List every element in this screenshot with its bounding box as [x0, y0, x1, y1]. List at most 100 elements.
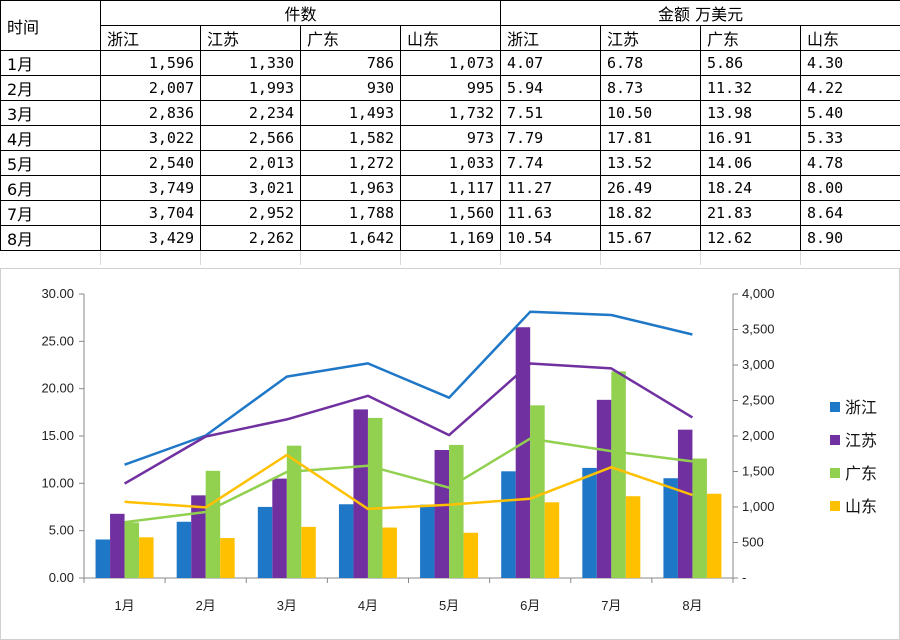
amount-cell[interactable]: 6.78 [600, 50, 702, 76]
amount-cell[interactable]: 4.07 [500, 50, 602, 76]
count-cell[interactable]: 1,033 [399, 150, 502, 176]
amount-province-header-2[interactable]: 广东 [700, 25, 802, 51]
count-cell[interactable]: 3,022 [100, 125, 201, 151]
bar [176, 521, 192, 578]
right-tick-label: 4,000 [742, 286, 775, 301]
count-cell[interactable]: 2,013 [200, 150, 301, 176]
empty-cell[interactable] [500, 250, 602, 265]
empty-cell[interactable] [400, 250, 502, 265]
count-cell[interactable]: 1,788 [300, 200, 401, 226]
amount-cell[interactable]: 8.64 [800, 200, 900, 226]
count-cell[interactable]: 2,836 [100, 100, 201, 126]
count-cell[interactable]: 2,262 [200, 225, 301, 251]
amount-province-header-3[interactable]: 山东 [800, 25, 900, 51]
amount-cell[interactable]: 17.81 [600, 125, 702, 151]
count-group-header[interactable]: 件数 [99, 0, 502, 26]
count-cell[interactable]: 1,993 [200, 75, 301, 101]
empty-cell[interactable] [800, 250, 900, 265]
amount-cell[interactable]: 13.98 [700, 100, 802, 126]
amount-province-header-0[interactable]: 浙江 [500, 25, 602, 51]
count-cell[interactable]: 2,540 [100, 150, 201, 176]
amount-cell[interactable]: 5.40 [800, 100, 900, 126]
month-cell[interactable]: 4月 [0, 125, 101, 151]
month-cell[interactable]: 6月 [0, 175, 101, 201]
amount-cell[interactable]: 11.32 [700, 75, 802, 101]
count-cell[interactable]: 1,493 [300, 100, 401, 126]
amount-cell[interactable]: 8.90 [800, 225, 900, 251]
amount-cell[interactable]: 5.33 [800, 125, 900, 151]
count-cell[interactable]: 930 [300, 75, 401, 101]
empty-cell[interactable] [100, 250, 201, 265]
bar [95, 539, 111, 578]
count-cell[interactable]: 2,566 [200, 125, 301, 151]
corner-header-cell[interactable]: 时间 [0, 0, 101, 51]
count-cell[interactable]: 1,732 [399, 100, 502, 126]
month-cell[interactable]: 8月 [0, 225, 101, 251]
amount-cell[interactable]: 15.67 [600, 225, 702, 251]
amount-cell[interactable]: 10.54 [500, 225, 602, 251]
count-province-header-3[interactable]: 山东 [399, 25, 502, 51]
amount-cell[interactable]: 4.78 [800, 150, 900, 176]
amount-cell[interactable]: 7.74 [500, 150, 602, 176]
count-province-header-1[interactable]: 江苏 [200, 25, 301, 51]
month-cell[interactable]: 5月 [0, 150, 101, 176]
count-cell[interactable]: 2,952 [200, 200, 301, 226]
table-row: 3月 2,836 2,234 1,493 1,732 7.51 10.50 13.98 5.40 [0, 100, 900, 126]
amount-cell[interactable]: 10.50 [600, 100, 702, 126]
amount-cell[interactable]: 11.27 [500, 175, 602, 201]
count-cell[interactable]: 1,596 [100, 50, 201, 76]
count-cell[interactable]: 1,073 [399, 50, 502, 76]
count-cell[interactable]: 3,429 [100, 225, 201, 251]
month-cell[interactable]: 2月 [0, 75, 101, 101]
amount-cell[interactable]: 5.94 [500, 75, 602, 101]
count-cell[interactable]: 2,007 [100, 75, 201, 101]
amount-cell[interactable]: 5.86 [700, 50, 802, 76]
count-cell[interactable]: 1,169 [399, 225, 502, 251]
amount-cell[interactable]: 7.79 [500, 125, 602, 151]
series-line [124, 453, 693, 511]
count-cell[interactable]: 1,963 [300, 175, 401, 201]
count-cell[interactable]: 3,704 [100, 200, 201, 226]
amount-province-header-1[interactable]: 江苏 [600, 25, 702, 51]
amount-cell[interactable]: 4.30 [800, 50, 900, 76]
count-cell[interactable]: 973 [399, 125, 502, 151]
amount-cell[interactable]: 7.51 [500, 100, 602, 126]
count-cell[interactable]: 1,330 [200, 50, 301, 76]
amount-cell[interactable]: 4.22 [800, 75, 900, 101]
bar [286, 445, 302, 578]
amount-group-header[interactable]: 金额 万美元 [500, 0, 900, 26]
count-cell[interactable]: 995 [399, 75, 502, 101]
count-cell[interactable]: 1,117 [399, 175, 502, 201]
count-cell[interactable]: 3,021 [200, 175, 301, 201]
count-cell[interactable]: 1,582 [300, 125, 401, 151]
count-cell[interactable]: 1,642 [300, 225, 401, 251]
empty-cell[interactable] [700, 250, 802, 265]
count-cell[interactable]: 2,234 [200, 100, 301, 126]
combo-chart[interactable]: 0.00 5.00 10.00 15.00 20.00 25.00 30.00 - 500 1,0… [0, 268, 900, 640]
count-cell[interactable]: 1,560 [399, 200, 502, 226]
month-cell[interactable]: 3月 [0, 100, 101, 126]
amount-cell[interactable]: 26.49 [600, 175, 702, 201]
count-cell[interactable]: 3,749 [100, 175, 201, 201]
amount-cell[interactable]: 18.24 [700, 175, 802, 201]
table-row: 1月 1,596 1,330 786 1,073 4.07 6.78 5.86 4.30 [0, 50, 900, 76]
amount-cell[interactable]: 16.91 [700, 125, 802, 151]
empty-cell[interactable] [600, 250, 702, 265]
amount-cell[interactable]: 14.06 [700, 150, 802, 176]
amount-cell[interactable]: 11.63 [500, 200, 602, 226]
empty-cell[interactable] [0, 250, 101, 265]
count-province-header-2[interactable]: 广东 [300, 25, 401, 51]
amount-cell[interactable]: 13.52 [600, 150, 702, 176]
amount-cell[interactable]: 12.62 [700, 225, 802, 251]
empty-cell[interactable] [200, 250, 301, 265]
amount-cell[interactable]: 8.73 [600, 75, 702, 101]
empty-cell[interactable] [300, 250, 401, 265]
month-cell[interactable]: 1月 [0, 50, 101, 76]
amount-cell[interactable]: 21.83 [700, 200, 802, 226]
count-cell[interactable]: 786 [300, 50, 401, 76]
amount-cell[interactable]: 18.82 [600, 200, 702, 226]
amount-cell[interactable]: 8.00 [800, 175, 900, 201]
count-cell[interactable]: 1,272 [300, 150, 401, 176]
count-province-header-0[interactable]: 浙江 [100, 25, 201, 51]
month-cell[interactable]: 7月 [0, 200, 101, 226]
